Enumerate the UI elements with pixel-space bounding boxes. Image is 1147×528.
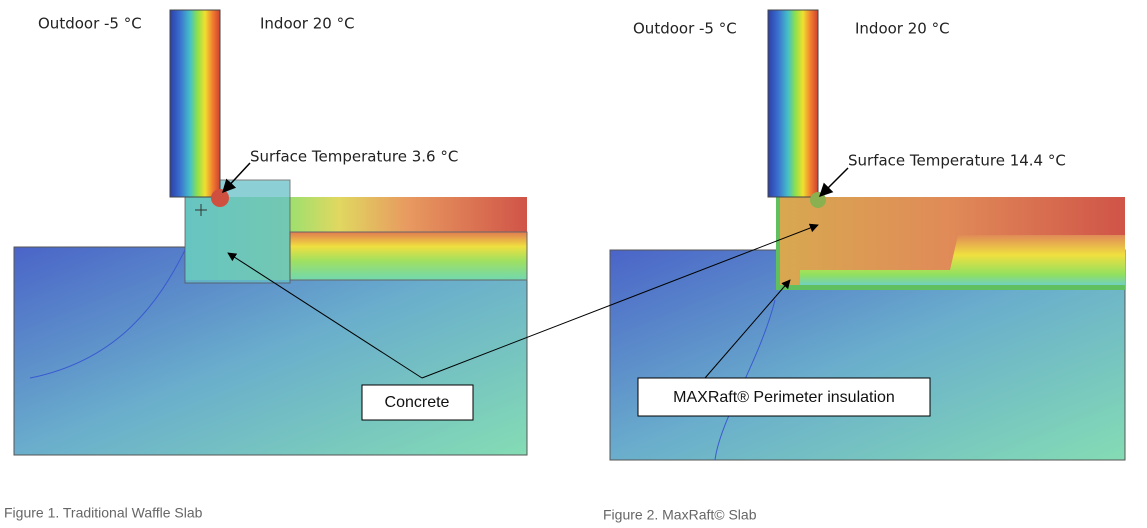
surface-temp-label: Surface Temperature 14.4 °C bbox=[848, 152, 1066, 170]
figure-2: Outdoor -5 °C Indoor 20 °C Surface Tempe… bbox=[603, 9, 1126, 523]
outdoor-label: Outdoor -5 °C bbox=[633, 20, 737, 38]
arrow bbox=[704, 279, 791, 379]
surface-point bbox=[211, 189, 229, 207]
callout-label: MAXRaft® Perimeter insulation bbox=[673, 389, 895, 406]
slab-pocket bbox=[289, 231, 528, 281]
figure-1: Outdoor -5 °C Indoor 20 °C Surface Tempe… bbox=[4, 9, 528, 521]
caption: Figure 1. Traditional Waffle Slab bbox=[4, 505, 203, 521]
wall bbox=[767, 9, 819, 198]
arrow bbox=[819, 167, 849, 197]
wall bbox=[169, 9, 221, 198]
arrow bbox=[222, 162, 251, 193]
callout-box bbox=[361, 384, 474, 421]
cross-marker bbox=[195, 204, 207, 216]
indoor-label: Indoor 20 °C bbox=[855, 20, 950, 38]
outdoor-label: Outdoor -5 °C bbox=[38, 15, 142, 33]
arrow bbox=[227, 252, 423, 379]
indoor-label: Indoor 20 °C bbox=[260, 15, 355, 33]
callout-label: Concrete bbox=[385, 394, 450, 411]
surface-temp-label: Surface Temperature 3.6 °C bbox=[250, 148, 458, 166]
edge-beam bbox=[184, 179, 291, 284]
surface-point bbox=[810, 192, 826, 208]
callout-box bbox=[637, 377, 931, 417]
caption: Figure 2. MaxRaft© Slab bbox=[603, 507, 757, 523]
arrow bbox=[421, 223, 819, 379]
isotherm bbox=[29, 249, 186, 379]
slab-pocket bbox=[800, 235, 1125, 285]
